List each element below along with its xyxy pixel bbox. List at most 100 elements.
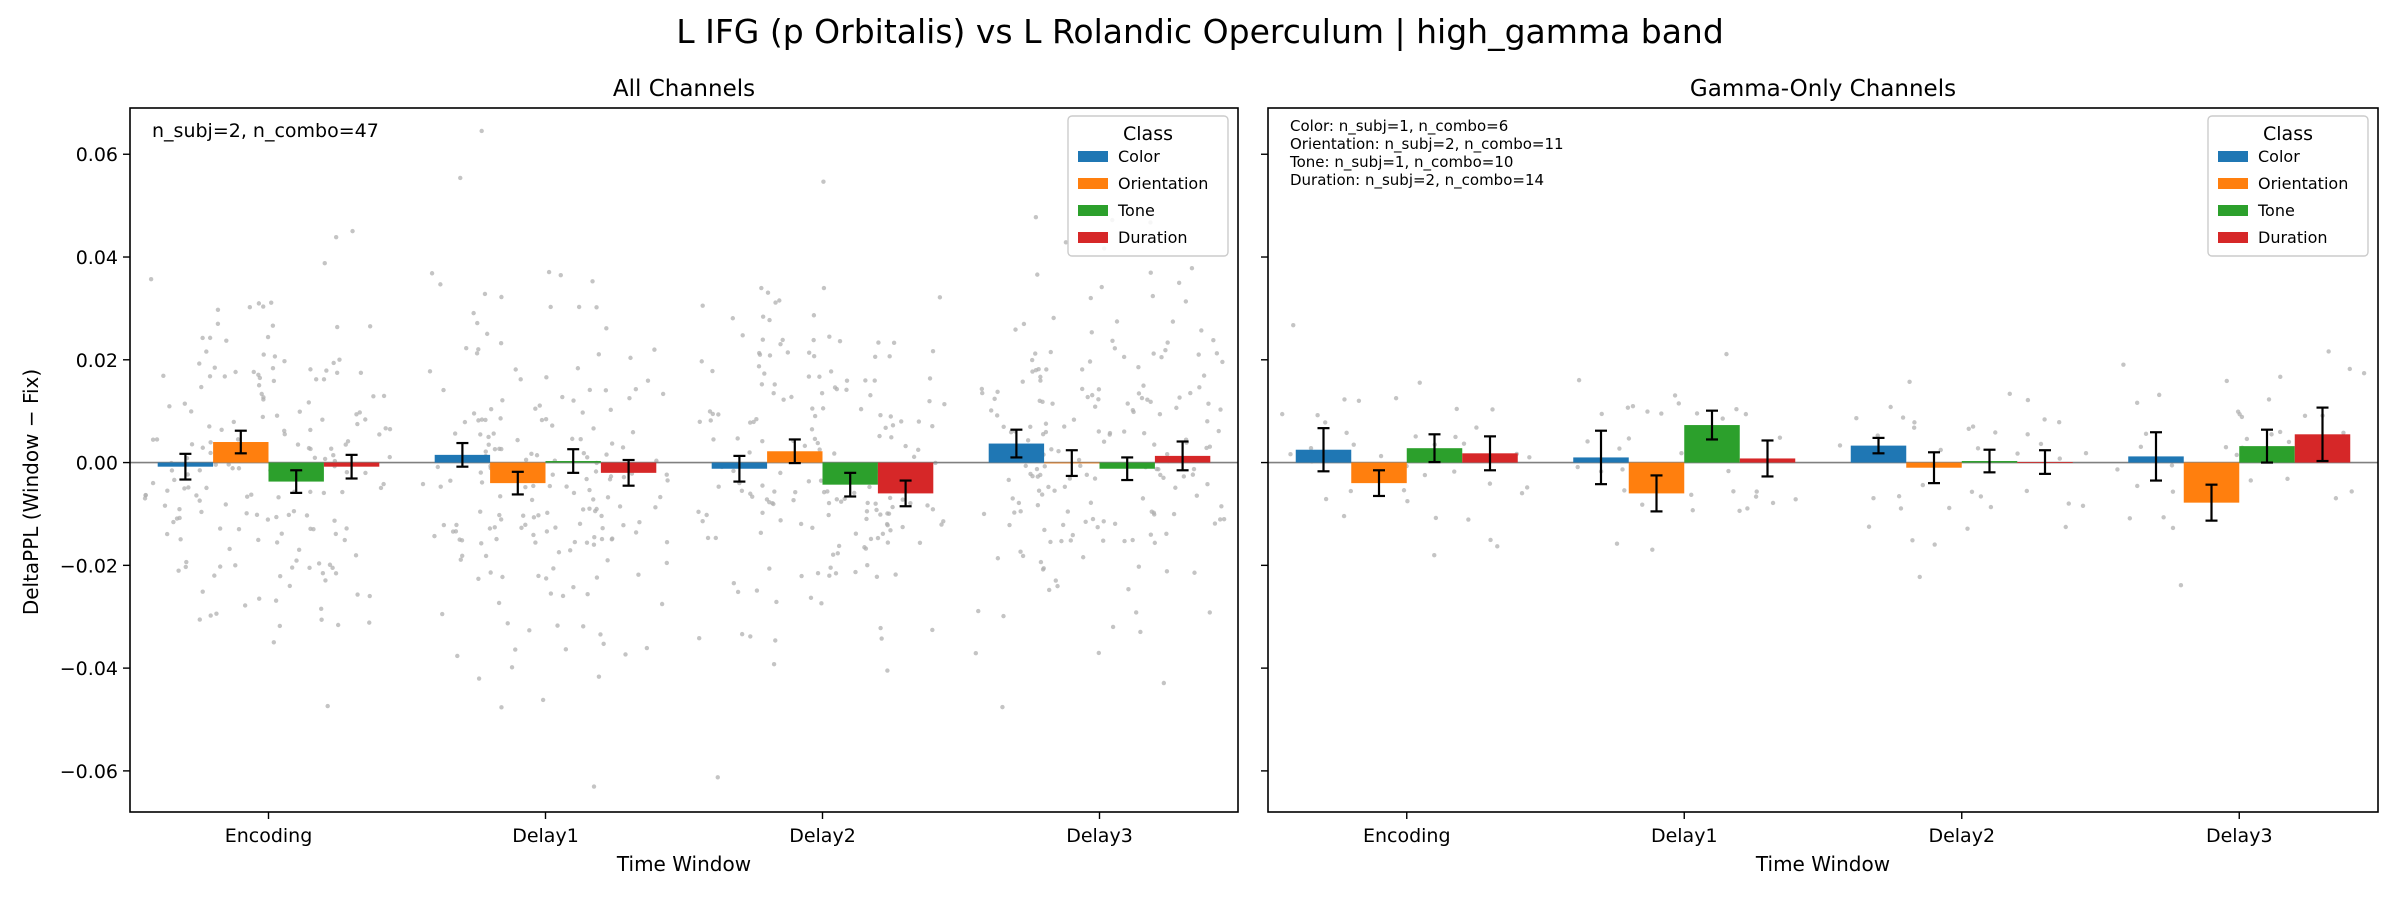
scatter-point: [323, 578, 328, 583]
scatter-point: [333, 234, 339, 240]
scatter-point: [778, 341, 783, 347]
scatter-point: [988, 408, 994, 413]
scatter-point: [767, 353, 773, 358]
scatter-point: [1199, 328, 1204, 333]
scatter-point: [259, 391, 264, 397]
scatter-point: [778, 470, 783, 476]
scatter-point: [594, 305, 599, 310]
scatter-point: [1453, 434, 1458, 440]
scatter-point: [270, 366, 276, 371]
scatter-point: [868, 393, 873, 398]
scatter-point: [1205, 419, 1210, 424]
scatter-point: [215, 307, 221, 312]
scatter-point: [1171, 511, 1177, 517]
scatter-point: [529, 451, 534, 457]
scatter-point: [587, 387, 593, 393]
scatter-point: [1173, 485, 1178, 490]
scatter-point: [730, 316, 736, 321]
scatter-point: [1630, 403, 1636, 409]
legend-swatch: [2218, 178, 2248, 189]
scatter-point: [327, 562, 333, 567]
scatter-point: [1342, 397, 1347, 402]
scatter-point: [1754, 489, 1759, 494]
scatter-point: [735, 436, 740, 441]
scatter-point: [877, 433, 882, 439]
scatter-point: [1405, 499, 1410, 504]
error-bar: [1065, 449, 1078, 478]
scatter-point: [482, 291, 488, 297]
scatter-point: [2134, 400, 2140, 406]
error-bar: [345, 453, 358, 480]
scatter-point: [708, 418, 713, 423]
scatter-point: [1080, 555, 1086, 560]
scatter-point: [432, 533, 437, 539]
scatter-point: [500, 574, 505, 580]
scatter-point: [2224, 378, 2229, 384]
scatter-point: [357, 410, 362, 415]
scatter-point: [591, 497, 596, 502]
scatter-point: [329, 446, 334, 451]
scatter-point: [1151, 510, 1157, 515]
scatter-point: [888, 528, 893, 533]
legend-entry: Duration: [1118, 228, 1188, 247]
scatter-point: [759, 382, 765, 387]
scatter-point: [590, 279, 595, 284]
scatter-point: [908, 501, 913, 506]
error-bar: [844, 471, 857, 498]
scatter-point: [930, 349, 936, 354]
scatter-point: [233, 563, 238, 568]
scatter-point: [331, 360, 336, 366]
scatter-point: [1726, 468, 1731, 474]
scatter-point: [479, 480, 485, 485]
scatter-point: [591, 426, 596, 431]
legend-entry: Duration: [2258, 228, 2328, 247]
scatter-point: [900, 497, 905, 502]
scatter-point: [150, 437, 156, 442]
scatter-point: [739, 631, 745, 637]
scatter-point: [878, 412, 883, 418]
scatter-point: [308, 427, 313, 433]
scatter-point: [420, 481, 426, 487]
scatter-point: [256, 596, 262, 601]
scatter-point: [308, 446, 313, 452]
scatter-point: [498, 494, 503, 499]
scatter-point: [1291, 322, 1296, 328]
scatter-point: [564, 484, 569, 489]
scatter-point: [1212, 521, 1218, 526]
scatter-point: [1659, 411, 1664, 416]
scatter-point: [344, 526, 349, 531]
scatter-point: [1197, 385, 1202, 390]
scatter-point: [492, 446, 498, 452]
scatter-point: [917, 540, 923, 545]
error-bar: [788, 438, 801, 465]
scatter-point: [811, 353, 817, 359]
scatter-point: [1753, 494, 1759, 499]
scatter-point: [534, 453, 540, 458]
scatter-point: [1114, 319, 1120, 324]
scatter-point: [204, 349, 209, 354]
scatter-point: [438, 484, 443, 489]
scatter-point: [274, 540, 280, 545]
scatter-point: [1000, 704, 1005, 710]
scatter-point: [197, 498, 202, 503]
scatter-point: [771, 391, 776, 396]
error-bar: [2316, 406, 2329, 463]
scatter-point: [872, 354, 878, 359]
scatter-point: [2038, 441, 2044, 447]
scatter-point: [247, 305, 253, 310]
scatter-point: [458, 557, 463, 562]
legend-swatch: [1078, 151, 1108, 162]
scatter-point: [498, 416, 503, 421]
scatter-point: [1724, 351, 1729, 357]
scatter-point: [1176, 280, 1182, 286]
scatter-point: [533, 540, 538, 545]
scatter-point: [1871, 496, 1876, 501]
scatter-point: [363, 417, 368, 422]
scatter-point: [1527, 455, 1532, 460]
scatter-point: [1065, 509, 1071, 514]
scatter-point: [644, 645, 650, 651]
scatter-point: [1183, 299, 1189, 304]
scatter-point: [633, 386, 639, 392]
scatter-point: [700, 518, 705, 524]
scatter-point: [294, 558, 299, 563]
